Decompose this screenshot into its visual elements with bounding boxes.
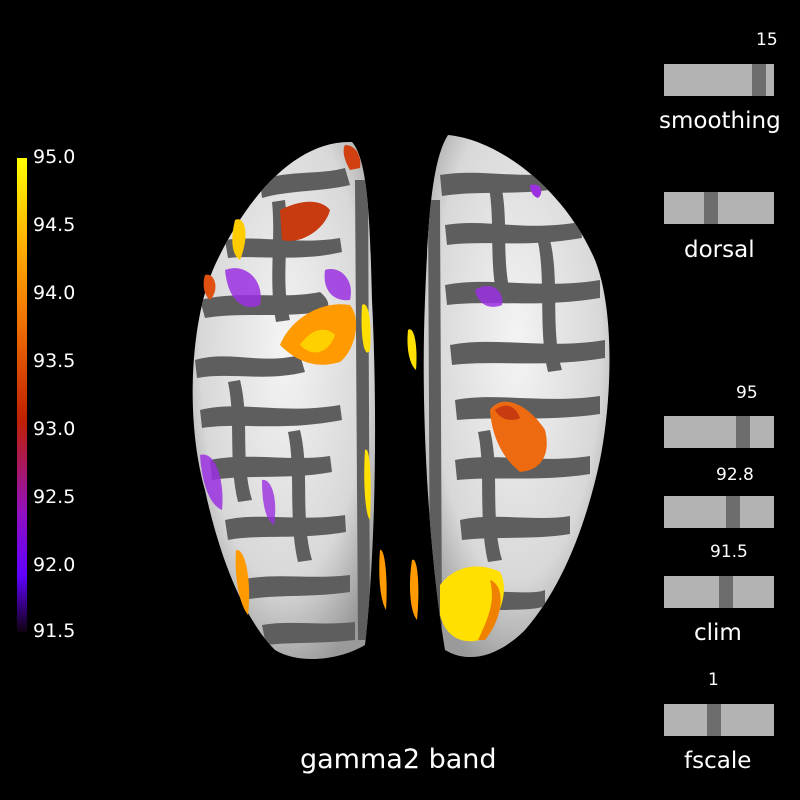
clim-low-slider[interactable]	[664, 576, 774, 608]
fscale-value: 1	[708, 670, 719, 690]
colorbar-tick: 92.5	[33, 486, 76, 508]
smoothing-slider-knob[interactable]	[752, 64, 766, 96]
dorsal-label: dorsal	[684, 237, 755, 263]
left-hemisphere	[192, 141, 387, 660]
activation-patch	[495, 405, 520, 420]
activation-patch	[262, 479, 276, 525]
activation-patch	[530, 184, 542, 198]
activation-patch	[200, 454, 223, 510]
clim-high-slider-knob[interactable]	[736, 416, 750, 448]
activation-patch	[280, 201, 330, 241]
colorbar-tick: 91.5	[33, 620, 76, 642]
clim-mid-value: 92.8	[716, 465, 754, 485]
activation-patch	[379, 549, 387, 610]
right-hemisphere	[407, 135, 610, 658]
clim-label: clim	[694, 620, 742, 646]
colorbar-tick: 93.0	[33, 418, 76, 440]
activation-patch	[225, 268, 261, 308]
activation-patch	[478, 580, 501, 640]
colorbar-tick: 93.5	[33, 350, 76, 372]
activation-patch	[490, 401, 547, 472]
activation-patch	[235, 549, 250, 615]
smoothing-slider[interactable]	[664, 64, 774, 96]
fscale-slider-knob[interactable]	[707, 704, 721, 736]
colorbar-tick: 95.0	[33, 146, 76, 168]
fscale-slider[interactable]	[664, 704, 774, 736]
dorsal-slider-knob[interactable]	[704, 192, 718, 224]
colorbar-tick: 94.5	[33, 214, 76, 236]
colorbar-tick: 94.0	[33, 282, 76, 304]
smoothing-label: smoothing	[659, 108, 781, 134]
activation-patch	[364, 449, 371, 520]
activation-patch	[343, 145, 361, 170]
fscale-label: fscale	[684, 748, 752, 774]
activation-patch	[475, 285, 503, 307]
dorsal-slider[interactable]	[664, 192, 774, 224]
clim-high-slider[interactable]	[664, 416, 774, 448]
activation-patch	[409, 559, 419, 620]
activation-patch	[407, 329, 417, 370]
figure-title: gamma2 band	[300, 744, 497, 775]
colorbar-tick: 92.0	[33, 554, 76, 576]
activation-patch	[300, 329, 335, 353]
clim-mid-slider-knob[interactable]	[726, 496, 740, 528]
activation-patch	[232, 219, 246, 260]
activation-patch	[361, 304, 371, 353]
activation-patch	[324, 269, 351, 301]
colorbar-gradient	[17, 158, 27, 632]
clim-high-value: 95	[736, 383, 758, 403]
activation-patch	[203, 274, 216, 300]
clim-low-value: 91.5	[710, 542, 748, 562]
clim-mid-slider[interactable]	[664, 496, 774, 528]
clim-low-slider-knob[interactable]	[719, 576, 733, 608]
smoothing-value: 15	[756, 30, 778, 50]
